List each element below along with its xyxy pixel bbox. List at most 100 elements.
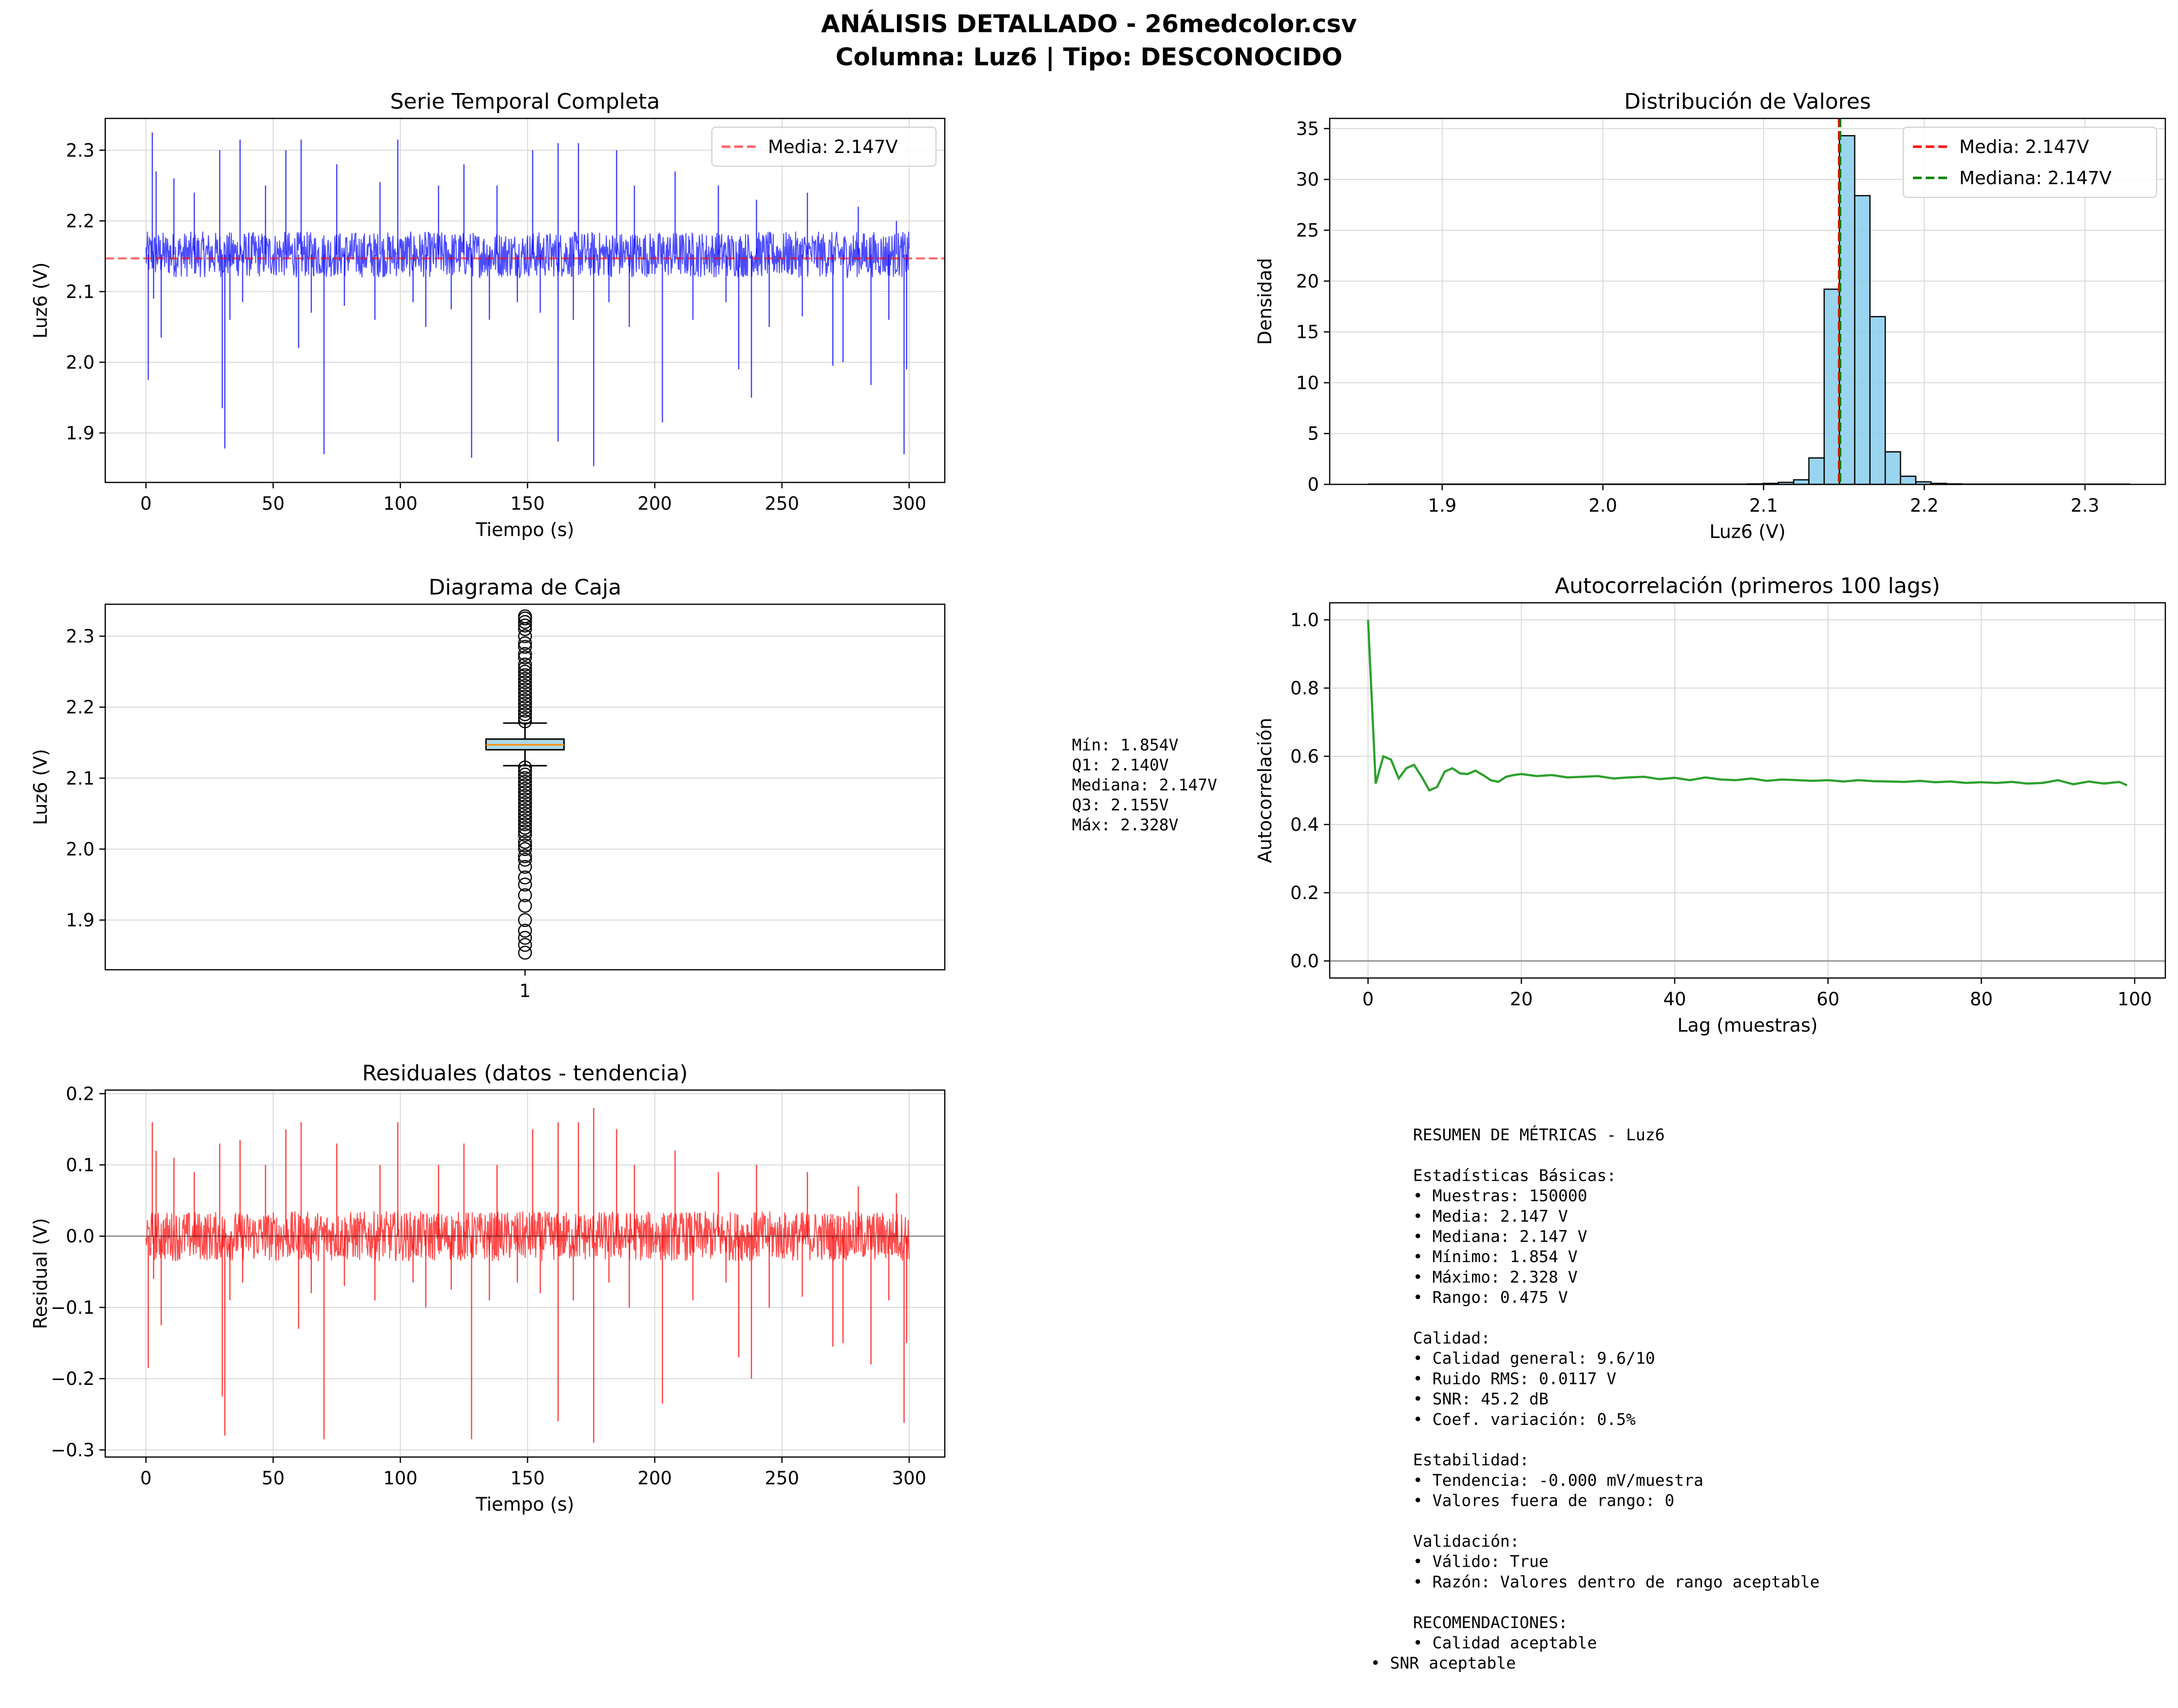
y-tick-label: 0.2 (1290, 883, 1319, 903)
panel-title: Autocorrelación (primeros 100 lags) (1555, 574, 1940, 598)
outlier-point (518, 609, 532, 624)
outlier-point (518, 665, 532, 679)
y-tick-label: 2.3 (66, 626, 95, 647)
summary-line: • Muestras: 150000 (1413, 1186, 1587, 1205)
x-axis-label: Tiempo (s) (476, 1494, 574, 1515)
y-tick-label: 0.2 (66, 1083, 95, 1104)
x-tick-label: 250 (765, 1468, 800, 1489)
outlier-point (518, 650, 532, 665)
outlier-point (518, 707, 532, 721)
summary-line: • Calidad aceptable (1413, 1633, 1597, 1652)
outlier-point (518, 792, 532, 806)
outlier-point (518, 938, 532, 952)
y-tick-label: 2.0 (66, 839, 95, 860)
outlier-point (518, 813, 532, 828)
histogram-bar (1900, 476, 1917, 485)
box-stat-line: Q3: 2.155V (1072, 795, 1169, 814)
outlier-point (518, 923, 532, 938)
outlier-point (518, 668, 532, 682)
signal-noise-line (145, 1211, 910, 1262)
outlier-point (518, 686, 532, 700)
outlier-point (518, 810, 532, 825)
y-tick-label: 1.0 (1290, 610, 1319, 631)
x-tick-label: 2.0 (1588, 495, 1617, 516)
x-tick-label: 200 (637, 493, 672, 514)
outlier-point (518, 768, 532, 782)
outlier-point (518, 817, 532, 831)
histogram-bar (1884, 451, 1901, 485)
outlier-point (518, 788, 532, 803)
panel-title: Residuales (datos - tendencia) (362, 1061, 688, 1086)
summary-line: • Media: 2.147 V (1413, 1207, 1568, 1226)
outlier-point (518, 710, 532, 725)
summary-line: • Valores fuera de rango: 0 (1413, 1491, 1674, 1510)
y-axis-label: Luz6 (V) (30, 262, 51, 338)
plot-area (105, 1090, 945, 1457)
x-tick-label: 2.2 (1910, 495, 1939, 516)
outlier-point (518, 696, 532, 711)
y-tick-label: 35 (1296, 118, 1319, 139)
panel-title: Distribución de Valores (1624, 89, 1871, 114)
box-stat-line: Máx: 2.328V (1072, 815, 1179, 834)
legend-box (711, 127, 936, 167)
axes-frame (1329, 602, 2166, 979)
summary-line: Estadísticas Básicas: (1413, 1166, 1616, 1185)
x-tick-label: 150 (510, 1468, 545, 1489)
box-stat-line: Q1: 2.140V (1072, 755, 1169, 774)
outlier-point (518, 842, 532, 856)
summary-line: • Tendencia: -0.000 mV/muestra (1413, 1471, 1703, 1490)
autocorrelation-line (1367, 619, 2128, 792)
outlier-point (518, 860, 532, 874)
x-tick-label: 20 (1510, 989, 1533, 1010)
y-axis-label: Residual (V) (30, 1218, 51, 1329)
summary-line: • Rango: 0.475 V (1413, 1288, 1568, 1307)
y-tick-label: 2.2 (66, 697, 95, 718)
x-tick-label: 300 (892, 493, 927, 514)
outlier-point (518, 799, 532, 814)
histogram-bar (1854, 195, 1871, 485)
y-tick-label: 0 (1307, 474, 1319, 495)
summary-line: • Mínimo: 1.854 V (1413, 1247, 1578, 1266)
figure-title-line1: ANÁLISIS DETALLADO - 26medcolor.csv (821, 9, 1357, 38)
y-tick-label: 5 (1307, 423, 1319, 444)
outlier-point (518, 913, 532, 927)
outlier-point (518, 618, 532, 633)
outlier-point (518, 629, 532, 643)
outlier-point (518, 877, 532, 892)
y-tick-label: 2.1 (66, 281, 95, 302)
figure-title-line2: Columna: Luz6 | Tipo: DESCONOCIDO (836, 43, 1342, 71)
x-axis-label: Lag (muestras) (1677, 1015, 1817, 1036)
y-tick-label: −0.3 (51, 1439, 95, 1460)
x-axis-label: Tiempo (s) (476, 519, 574, 540)
histogram-bar (1869, 316, 1886, 485)
metrics-summary: RESUMEN DE MÉTRICAS - Luz6 Estadísticas B… (1371, 1125, 1819, 1672)
outlier-point (518, 636, 532, 651)
summary-line: • Válido: True (1413, 1552, 1548, 1571)
x-tick-label: 250 (765, 493, 800, 514)
outlier-point (518, 675, 532, 690)
panel-title: Serie Temporal Completa (390, 89, 660, 114)
x-tick-label: 0 (140, 493, 152, 514)
summary-line: • SNR aceptable (1371, 1653, 1516, 1672)
x-tick-label: 50 (262, 493, 285, 514)
x-tick-label: 2.1 (1749, 495, 1778, 516)
plot-area (105, 118, 945, 482)
summary-line: • SNR: 45.2 dB (1413, 1389, 1548, 1408)
outlier-point (518, 764, 532, 778)
y-tick-label: 2.2 (66, 211, 95, 231)
y-tick-label: 1.9 (66, 422, 95, 443)
x-tick-label: 0 (140, 1468, 152, 1489)
y-tick-label: 20 (1296, 271, 1319, 292)
summary-line: Validación: (1413, 1532, 1520, 1551)
y-tick-label: −0.2 (51, 1368, 95, 1389)
histogram-bar (1823, 288, 1840, 485)
outlier-point (518, 785, 532, 800)
outlier-point (518, 690, 532, 704)
summary-line: • Ruido RMS: 0.0117 V (1413, 1369, 1616, 1388)
histogram-panel: Media: 2.147V Mediana: 2.147V 1.9 2.0 2.1 2.2… (1254, 89, 2166, 542)
signal-noise-line (145, 231, 910, 279)
summary-line: Estabilidad: (1413, 1450, 1529, 1469)
autocorrelation-panel: 0 20 40 60 80 100 0.0 0.2 0.4 0.6 0.8 1.0 Autocorrel… (1254, 574, 2166, 1036)
axes-frame (104, 117, 946, 483)
